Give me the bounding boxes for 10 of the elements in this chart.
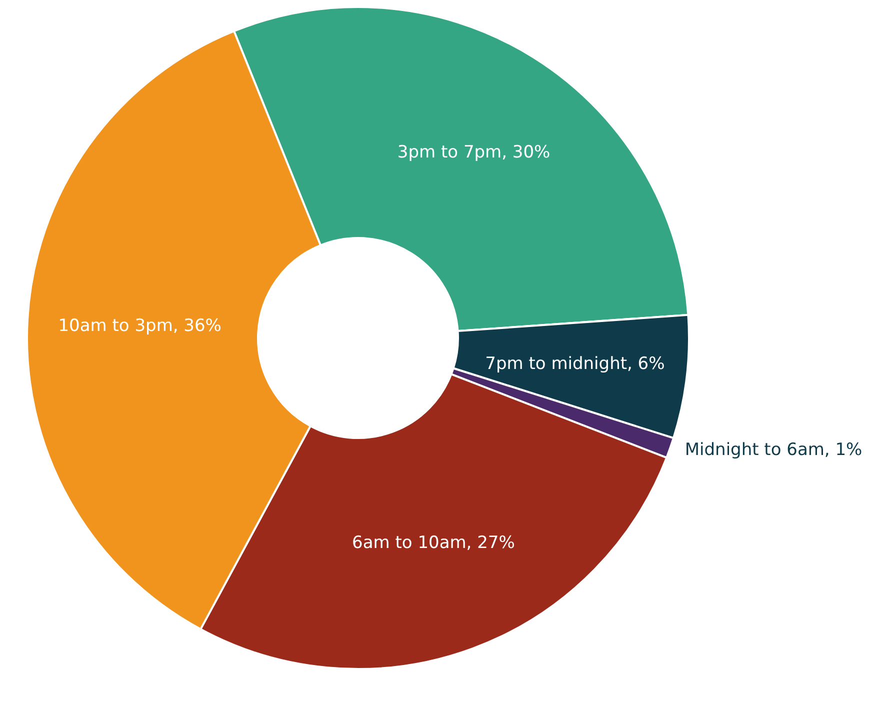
slice-label: 6am to 10am — [352, 533, 466, 554]
data-label: , 27% — [466, 533, 515, 554]
data-label: , 30% — [502, 142, 550, 163]
data-label: , 36% — [172, 316, 222, 336]
data-label: , 6% — [626, 354, 665, 374]
slice-label: Midnight to 6am — [684, 440, 824, 460]
data-label: , 1% — [824, 440, 862, 460]
slice-label: 7pm to midnight — [485, 354, 628, 374]
slice-label: 3pm to 7pm — [397, 142, 502, 163]
slice-label: 10am to 3pm — [58, 316, 173, 336]
